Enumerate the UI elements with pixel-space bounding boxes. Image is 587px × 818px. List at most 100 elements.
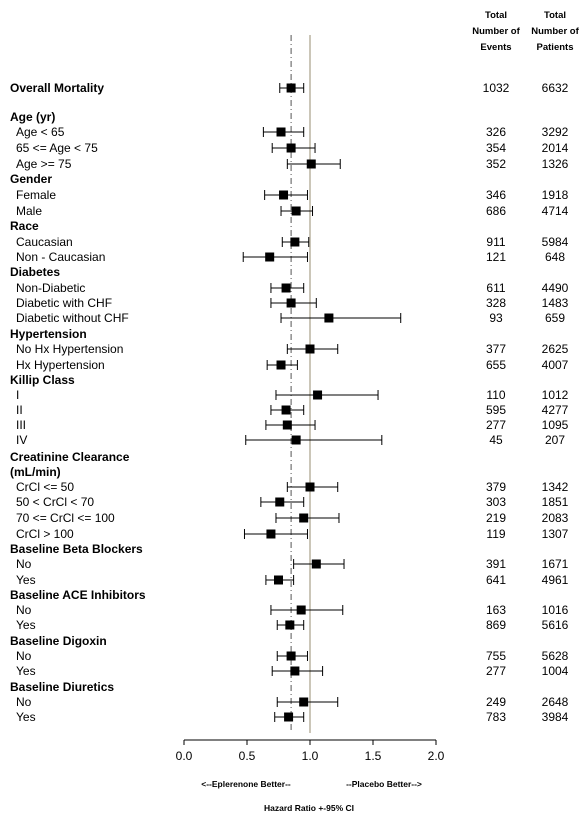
- hazard-ratio-marker: [286, 298, 296, 308]
- subgroup-header-label: Overall Mortality: [10, 81, 104, 95]
- subgroup-label: II: [16, 403, 23, 417]
- subgroup-header-label: Diabetes: [10, 265, 60, 279]
- subgroup-label: Caucasian: [16, 235, 73, 249]
- subgroup-row: Non - Caucasian 121 648: [16, 250, 565, 264]
- subgroup-label: Yes: [16, 573, 36, 587]
- subgroup-header-row: Creatinine Clearance: [10, 450, 130, 464]
- subgroup-row: Male 686 4714: [16, 204, 569, 218]
- subgroup-header-label: Age (yr): [10, 110, 55, 124]
- subgroup-label: Yes: [16, 710, 36, 724]
- subgroup-label: No Hx Hypertension: [16, 342, 123, 356]
- subgroup-row: No 163 1016: [16, 603, 569, 617]
- patients-value: 4490: [542, 281, 569, 295]
- subgroup-header-label: Baseline Diuretics: [10, 680, 114, 694]
- x-tick-label: 0.5: [239, 749, 256, 763]
- events-value: 277: [486, 418, 506, 432]
- subgroup-label: No: [16, 649, 32, 663]
- patients-value: 2014: [542, 141, 569, 155]
- events-value: 354: [486, 141, 506, 155]
- subgroup-row: Yes 783 3984: [16, 710, 569, 724]
- subgroup-row: II 595 4277: [16, 403, 569, 417]
- subgroup-row: Yes 869 5616: [16, 618, 569, 632]
- hazard-ratio-marker: [290, 666, 300, 676]
- hazard-ratio-marker: [305, 482, 315, 492]
- direction-right-label: --Placebo Better-->: [346, 779, 422, 789]
- subgroup-row: CrCl <= 50 379 1342: [16, 480, 569, 494]
- subgroup-row: Yes 277 1004: [16, 664, 569, 678]
- events-value: 303: [486, 495, 506, 509]
- subgroup-label: Yes: [16, 618, 36, 632]
- subgroup-row: No 249 2648: [16, 695, 569, 709]
- subgroup-label: Age < 65: [16, 125, 65, 139]
- hazard-ratio-marker: [296, 605, 306, 615]
- patients-value: 1326: [542, 157, 569, 171]
- hazard-ratio-marker: [279, 190, 289, 200]
- subgroup-row: No 755 5628: [16, 649, 569, 663]
- patients-value: 3984: [542, 710, 569, 724]
- hazard-ratio-marker: [305, 344, 315, 354]
- subgroup-row: Age >= 75 352 1326: [16, 157, 569, 171]
- subgroup-row: IV 45 207: [16, 433, 565, 447]
- events-value: 110: [486, 388, 505, 402]
- events-value: 686: [486, 204, 506, 218]
- subgroup-label: 65 <= Age < 75: [16, 141, 98, 155]
- events-value: 379: [486, 480, 506, 494]
- patients-value: 1851: [542, 495, 569, 509]
- hazard-ratio-marker: [286, 143, 296, 153]
- hazard-ratio-marker: [306, 159, 316, 169]
- subgroup-header-row: Diabetes: [10, 265, 60, 279]
- subgroup-header-label: Creatinine Clearance: [10, 450, 130, 464]
- subgroup-label: Yes: [16, 664, 36, 678]
- subgroup-header-label: (mL/min): [10, 465, 61, 479]
- patients-value: 4007: [542, 358, 569, 372]
- subgroup-label: No: [16, 603, 32, 617]
- subgroup-row: Age < 65 326 3292: [16, 125, 569, 139]
- patients-value: 2648: [542, 695, 569, 709]
- hazard-ratio-marker: [275, 497, 285, 507]
- x-tick-label: 1.0: [302, 749, 319, 763]
- hazard-ratio-marker: [291, 206, 301, 216]
- events-value: 121: [486, 250, 506, 264]
- subgroup-row: 70 <= CrCl <= 100 219 2083: [16, 511, 569, 525]
- events-value: 346: [486, 188, 506, 202]
- patients-value: 2083: [542, 511, 569, 525]
- events-value: 869: [486, 618, 506, 632]
- patients-value: 3292: [542, 125, 569, 139]
- hazard-ratio-marker: [313, 390, 323, 400]
- patients-value: 1095: [542, 418, 569, 432]
- subgroup-row: Non-Diabetic 611 4490: [16, 281, 569, 295]
- subgroup-header-label: Baseline Digoxin: [10, 634, 107, 648]
- patients-value: 2625: [542, 342, 569, 356]
- subgroup-header-row: (mL/min): [10, 465, 61, 479]
- subgroup-header-row: Race: [10, 219, 39, 233]
- patients-value: 1012: [542, 388, 569, 402]
- subgroup-label: III: [16, 418, 26, 432]
- hazard-ratio-marker: [274, 575, 283, 585]
- events-value: 93: [489, 311, 503, 325]
- subgroup-row: Caucasian 911 5984: [16, 235, 569, 249]
- subgroup-header-label: Baseline ACE Inhibitors: [10, 588, 146, 602]
- patients-value: 5628: [542, 649, 569, 663]
- column-headers: Total Number of Events Total Number of Patien…: [472, 10, 579, 53]
- subgroup-header-label: Baseline Beta Blockers: [10, 542, 143, 556]
- subgroup-row: 50 < CrCl < 70 303 1851: [16, 495, 569, 509]
- events-value: 219: [486, 511, 506, 525]
- hazard-ratio-marker: [290, 237, 300, 247]
- events-value: 326: [486, 125, 506, 139]
- events-value: 377: [486, 342, 506, 356]
- subgroup-row: Diabetic with CHF 328 1483: [16, 296, 569, 310]
- subgroup-row: CrCl > 100 119 1307: [16, 527, 569, 541]
- subgroup-label: Hx Hypertension: [16, 358, 105, 372]
- events-value: 119: [486, 527, 505, 541]
- subgroup-label: Age >= 75: [16, 157, 72, 171]
- hazard-ratio-marker: [299, 513, 309, 523]
- hazard-ratio-marker: [284, 712, 294, 722]
- x-axis: 0.0 0.5 1.0 1.5 2.0 <--Eplerenone Better-- --P…: [176, 739, 445, 813]
- hazard-ratio-marker: [285, 620, 295, 630]
- patients-column-header: Patients: [537, 42, 574, 53]
- subgroup-row: 65 <= Age < 75 354 2014: [16, 141, 569, 155]
- subgroup-label: CrCl > 100: [16, 527, 74, 541]
- subgroup-row: Hx Hypertension 655 4007: [16, 358, 569, 372]
- events-value: 911: [486, 235, 505, 249]
